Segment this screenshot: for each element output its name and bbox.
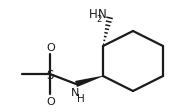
Text: H: H [77,93,85,103]
Text: O: O [47,96,55,106]
Text: O: O [47,43,55,53]
Text: S: S [46,69,54,82]
Text: N: N [98,8,107,21]
Text: 2: 2 [97,14,102,23]
Text: N: N [71,87,79,97]
Text: H: H [89,8,98,21]
Polygon shape [75,76,103,87]
